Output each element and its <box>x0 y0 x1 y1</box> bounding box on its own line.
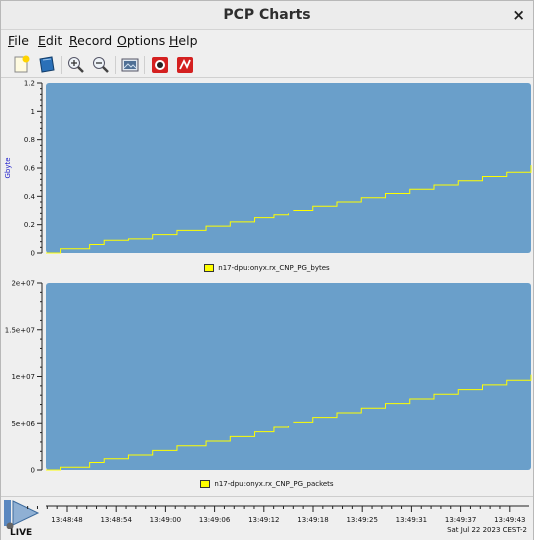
chart-packets-plot[interactable]: 0 5e+06 1e+07 1.5e+07 2e+07 <box>1 279 533 475</box>
y-tick-label: 0 <box>31 250 35 258</box>
legend-label-bytes: n17-dpu:onyx.rx_CNP_PG_bytes <box>218 264 329 272</box>
y-tick-label: 0.6 <box>24 165 36 173</box>
time-tick-label: 13:49:18 <box>297 516 328 524</box>
y-tick-label: 1 <box>31 108 35 116</box>
y-tick-label: 0 <box>31 467 35 475</box>
y-tick-label: 0.2 <box>24 221 35 229</box>
time-tick-label: 13:49:25 <box>346 516 377 524</box>
time-tick-label: 13:48:54 <box>100 516 131 524</box>
zoom-out-icon[interactable] <box>91 55 111 75</box>
legend-packets: n17-dpu:onyx.rx_CNP_PG_packets <box>1 480 533 488</box>
export-image-icon[interactable] <box>120 55 140 75</box>
y-tick-label: 1e+07 <box>11 373 35 381</box>
time-control-icon[interactable] <box>175 55 195 75</box>
y-axis-label: Gbyte <box>4 157 12 178</box>
time-tick-label: 13:49:31 <box>396 516 427 524</box>
y-tick-label: 2e+07 <box>11 280 35 288</box>
time-tick-label: 13:48:48 <box>51 516 82 524</box>
time-axis <box>1 497 533 517</box>
menu-options[interactable]: Options <box>117 33 165 48</box>
zoom-in-icon[interactable] <box>66 55 86 75</box>
plot-area <box>46 283 531 470</box>
time-tick-label: 13:49:00 <box>150 516 181 524</box>
y-tick-label: 1.5e+07 <box>5 326 35 334</box>
title-bar: PCP Charts × <box>1 1 533 30</box>
time-tick-label: 13:49:12 <box>248 516 279 524</box>
y-tick-label: 5e+06 <box>11 420 35 428</box>
menu-bar: File Edit Record Options Help <box>1 30 533 51</box>
time-tick-label: 13:49:43 <box>494 516 525 524</box>
menu-record[interactable]: Record <box>69 33 112 48</box>
live-label: LIVE <box>10 528 32 538</box>
chart-bytes[interactable]: 0 0.2 0.4 0.6 0.8 1 1.2 Gbyte n17-dpu:onyx.rx_C… <box>1 79 533 279</box>
chart-bytes-plot[interactable]: 0 0.2 0.4 0.6 0.8 1 1.2 Gbyte <box>1 79 533 259</box>
record-icon[interactable] <box>150 55 170 75</box>
menu-help[interactable]: Help <box>169 33 198 48</box>
new-chart-icon[interactable] <box>11 55 31 75</box>
date-label: Sat Jul 22 2023 CEST-2 <box>447 526 527 534</box>
legend-bytes: n17-dpu:onyx.rx_CNP_PG_bytes <box>1 264 533 272</box>
time-axis-bar: LIVE Sat Jul 22 2023 CEST-2 13:48:48 13:4… <box>1 496 533 540</box>
chart-packets[interactable]: 0 5e+06 1e+07 1.5e+07 2e+07 n17-dpu:onyx.rx_… <box>1 279 533 495</box>
legend-label-packets: n17-dpu:onyx.rx_CNP_PG_packets <box>214 480 333 488</box>
legend-swatch <box>200 480 210 488</box>
y-tick-label: 1.2 <box>24 80 35 88</box>
time-tick-label: 13:49:06 <box>199 516 230 524</box>
y-tick-label: 0.4 <box>24 193 36 201</box>
window-title: PCP Charts <box>1 7 533 23</box>
toolbar <box>1 52 533 78</box>
time-tick-label: 13:49:37 <box>445 516 476 524</box>
menu-edit[interactable]: Edit <box>38 33 62 48</box>
menu-file[interactable]: File <box>8 33 29 48</box>
y-tick-label: 0.8 <box>24 136 35 144</box>
plot-area <box>46 83 531 253</box>
close-icon[interactable]: × <box>512 6 525 24</box>
legend-swatch <box>204 264 214 272</box>
open-view-icon[interactable] <box>37 55 57 75</box>
